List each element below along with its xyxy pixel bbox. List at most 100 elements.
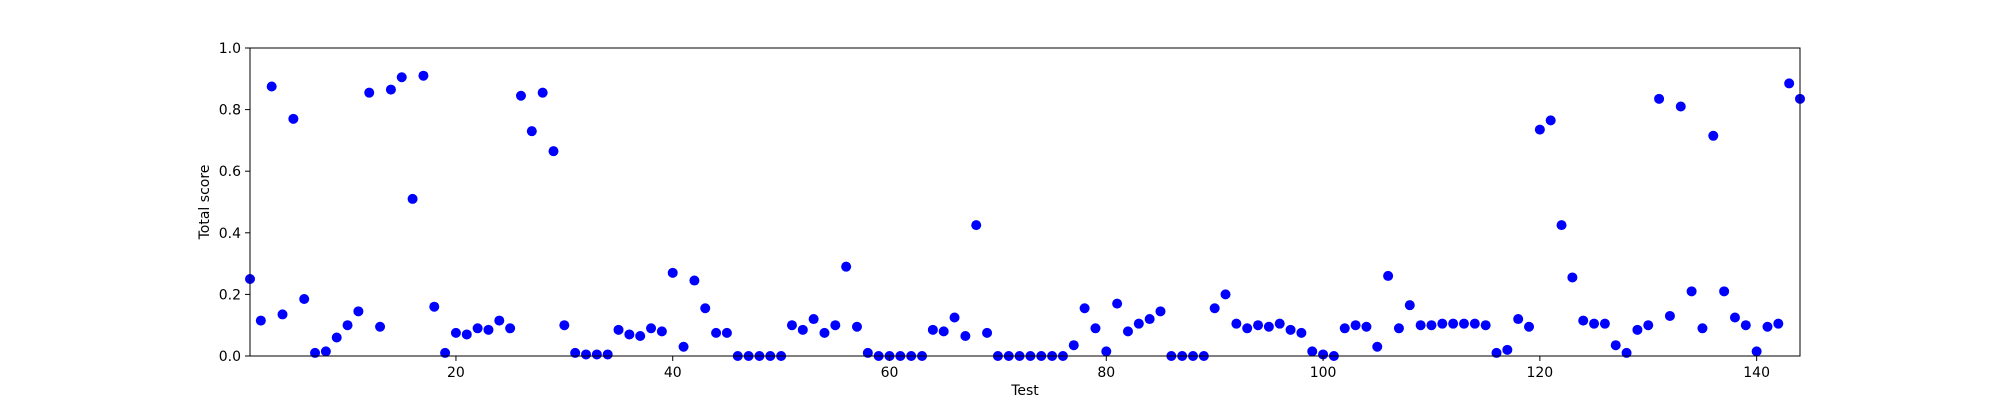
y-tick-label: 0.2: [219, 287, 241, 303]
data-point: [1231, 318, 1242, 329]
x-tick-label: 40: [664, 365, 682, 381]
data-point: [1621, 347, 1632, 358]
data-point: [1708, 130, 1719, 141]
data-point: [396, 72, 407, 83]
data-point: [353, 306, 364, 317]
x-tick-label: 20: [447, 365, 465, 381]
data-point: [591, 349, 602, 360]
data-point: [851, 321, 862, 332]
data-point: [613, 324, 624, 335]
x-tick-label: 80: [1097, 365, 1115, 381]
data-point: [1372, 341, 1383, 352]
data-point: [1242, 323, 1253, 334]
data-point: [1079, 303, 1090, 314]
data-point: [700, 303, 711, 314]
data-point: [841, 261, 852, 272]
data-point: [266, 81, 277, 92]
data-point: [1654, 93, 1665, 104]
data-point: [1469, 318, 1480, 329]
data-point: [1534, 124, 1545, 135]
data-point: [1491, 347, 1502, 358]
data-point: [537, 87, 548, 98]
data-point: [559, 320, 570, 331]
data-point: [1350, 320, 1361, 331]
data-point: [960, 330, 971, 341]
data-point: [808, 314, 819, 325]
data-point: [1556, 220, 1567, 231]
data-point: [1285, 324, 1296, 335]
data-point: [1610, 340, 1621, 351]
data-point: [646, 323, 657, 334]
data-point: [342, 320, 353, 331]
x-tick-label: 120: [1526, 365, 1553, 381]
data-point: [635, 330, 646, 341]
data-point: [819, 327, 830, 338]
data-point: [656, 326, 667, 337]
data-point: [1318, 349, 1329, 360]
data-point: [548, 146, 559, 157]
data-point: [1404, 300, 1415, 311]
data-point: [949, 312, 960, 323]
data-point: [581, 349, 592, 360]
data-point: [1209, 303, 1220, 314]
data-point: [602, 349, 613, 360]
data-point: [1339, 323, 1350, 334]
x-axis-ticks: 20 40 60 80 100 120 140: [447, 356, 1770, 381]
data-point: [1480, 320, 1491, 331]
data-point: [1524, 321, 1535, 332]
data-point: [1632, 324, 1643, 335]
data-point: [1719, 286, 1730, 297]
data-point: [678, 341, 689, 352]
data-point: [1545, 115, 1556, 126]
y-tick-label: 0.4: [219, 226, 241, 242]
data-point: [797, 324, 808, 335]
data-point: [1361, 321, 1372, 332]
data-point: [1068, 340, 1079, 351]
data-point: [1567, 272, 1578, 283]
data-point: [450, 327, 461, 338]
x-tick-label: 100: [1310, 365, 1337, 381]
data-point: [1448, 318, 1459, 329]
data-point: [1296, 327, 1307, 338]
data-point: [1133, 318, 1144, 329]
data-point: [1697, 323, 1708, 334]
data-point: [1751, 346, 1762, 357]
data-point: [1274, 318, 1285, 329]
data-point: [331, 332, 342, 343]
data-point: [1144, 314, 1155, 325]
data-point: [515, 90, 526, 101]
data-point: [570, 347, 581, 358]
data-point: [982, 327, 993, 338]
data-point: [1253, 320, 1264, 331]
data-point: [711, 327, 722, 338]
data-point: [1415, 320, 1426, 331]
data-point: [624, 329, 635, 340]
data-point: [1112, 298, 1123, 309]
data-point: [418, 70, 429, 81]
data-point: [461, 329, 472, 340]
data-point: [1599, 318, 1610, 329]
data-point: [483, 324, 494, 335]
data-point: [1589, 318, 1600, 329]
data-points: [245, 70, 1805, 361]
data-point: [310, 347, 321, 358]
data-point: [320, 346, 331, 357]
data-point: [255, 315, 266, 326]
data-point: [429, 301, 440, 312]
y-axis-label: Total score: [197, 165, 213, 241]
data-point: [385, 84, 396, 95]
plot-frame: [249, 47, 1801, 357]
data-point: [689, 275, 700, 286]
data-point: [299, 294, 310, 305]
data-point: [1729, 312, 1740, 323]
data-point: [1762, 321, 1773, 332]
data-point: [1437, 318, 1448, 329]
data-point: [938, 326, 949, 337]
data-point: [494, 315, 505, 326]
data-point: [1784, 78, 1795, 89]
data-point: [375, 321, 386, 332]
data-point: [1686, 286, 1697, 297]
data-point: [1155, 306, 1166, 317]
data-point: [862, 347, 873, 358]
data-point: [927, 324, 938, 335]
